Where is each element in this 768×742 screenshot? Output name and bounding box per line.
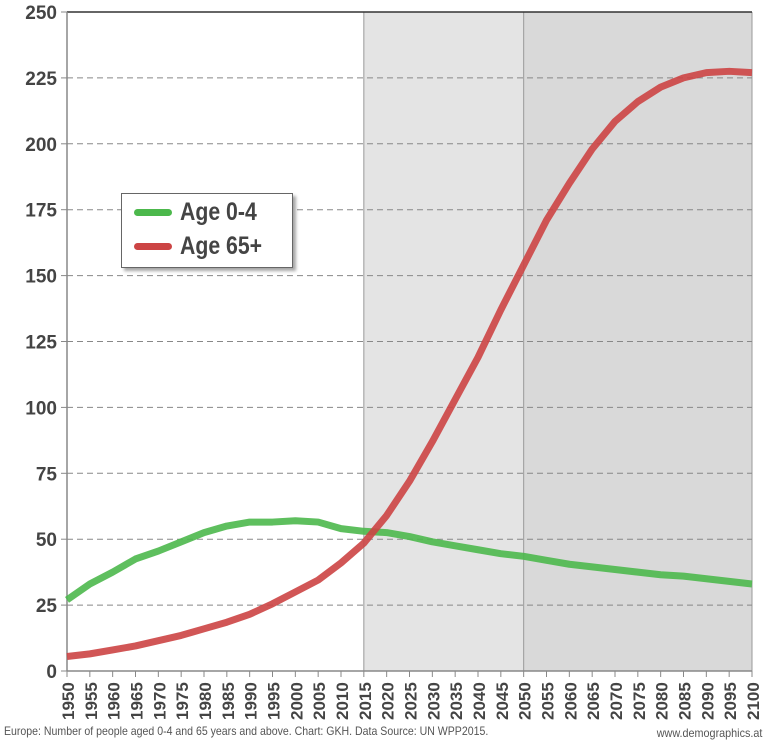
- y-tick-label: 75: [36, 464, 58, 485]
- x-tick-label: 2055: [539, 682, 558, 720]
- legend-item-age-65-plus: Age 65+: [134, 232, 277, 261]
- x-tick-label: 2070: [607, 682, 626, 720]
- x-tick-label: 2075: [630, 682, 649, 720]
- legend-label: Age 65+: [180, 232, 263, 260]
- x-tick-label: 1970: [150, 682, 169, 720]
- y-tick-label: 25: [36, 596, 58, 617]
- x-tick-label: 2100: [744, 682, 763, 720]
- x-tick-label: 2040: [470, 682, 489, 720]
- legend-item-age-0-4: Age 0-4: [134, 198, 270, 227]
- x-tick-label: 2030: [424, 682, 443, 720]
- series-line-age-65-plus: [66, 67, 753, 660]
- y-tick-label: 150: [25, 267, 57, 288]
- y-tick-label: 200: [25, 135, 57, 156]
- x-tick-label: 2045: [493, 682, 512, 720]
- x-tick-label: 2015: [356, 682, 375, 720]
- x-tick-label: 1950: [59, 682, 78, 720]
- legend: Age 0-4 Age 65+: [121, 193, 293, 268]
- x-tick-label: 1955: [82, 682, 101, 720]
- x-tick-label: 2010: [333, 682, 352, 720]
- website-credit: www.demographics.at: [656, 726, 762, 740]
- x-tick-label: 1965: [128, 682, 147, 720]
- x-tick-label: 1975: [173, 682, 192, 720]
- x-tick-label: 1995: [265, 682, 284, 720]
- x-tick-label: 2020: [379, 682, 398, 720]
- x-tick-label: 2050: [516, 682, 535, 720]
- y-tick-label: 175: [25, 201, 57, 222]
- x-tick-label: 2090: [698, 682, 717, 720]
- x-tick-label: 1990: [242, 682, 261, 720]
- caption: Europe: Number of people aged 0-4 and 65…: [4, 724, 489, 738]
- y-tick-label: 50: [36, 530, 57, 551]
- x-tick-label: 1980: [196, 682, 215, 720]
- x-tick-label: 2005: [310, 682, 329, 720]
- legend-label: Age 0-4: [180, 198, 257, 226]
- legend-swatch-red: [134, 243, 172, 250]
- x-tick-label: 2000: [287, 682, 306, 720]
- y-tick-label: 250: [25, 3, 57, 24]
- y-tick-label: 0: [46, 662, 57, 683]
- series-line-age-0-4: [65, 517, 753, 603]
- x-tick-label: 1985: [219, 682, 238, 720]
- x-tick-label: 2085: [676, 682, 695, 720]
- x-tick-label: 2035: [447, 682, 466, 720]
- y-tick-label: 100: [25, 398, 57, 419]
- x-tick-label: 2060: [561, 682, 580, 720]
- y-tick-label: 225: [25, 69, 57, 90]
- x-tick-label: 1960: [105, 682, 124, 720]
- x-tick-label: 2080: [653, 682, 672, 720]
- x-tick-label: 2025: [402, 682, 421, 720]
- x-tick-label: 2065: [584, 682, 603, 720]
- y-tick-label: 125: [25, 333, 57, 354]
- x-tick-label: 2095: [721, 682, 740, 720]
- legend-swatch-green: [134, 209, 172, 216]
